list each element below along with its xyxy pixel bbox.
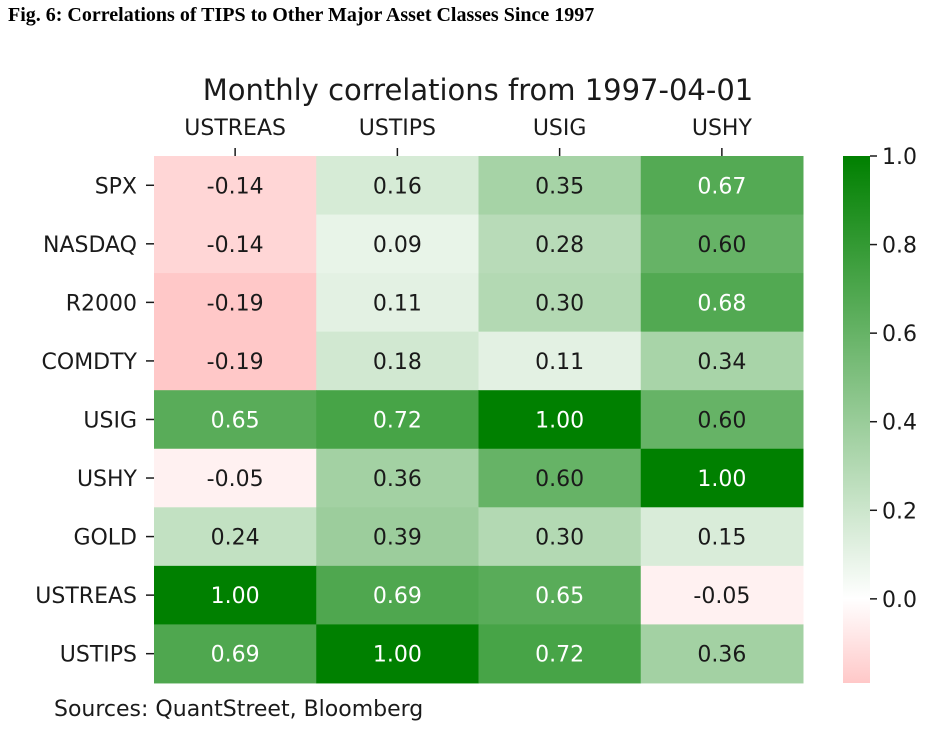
heatmap-cell [316, 156, 479, 216]
heatmap-cell [478, 156, 642, 216]
cell-value-label: -0.19 [207, 350, 264, 375]
colorbar-tick-label: 0.0 [882, 588, 917, 613]
heatmap-cell [478, 624, 642, 684]
cell-value-label: -0.14 [207, 233, 264, 258]
row-label: GOLD [73, 526, 137, 551]
cell-value-label: 0.18 [373, 350, 422, 375]
figure-title: Fig. 6: Correlations of TIPS to Other Ma… [8, 4, 595, 26]
cell-value-label: 1.00 [211, 584, 260, 609]
cell-value-label: 0.34 [697, 350, 746, 375]
colorbar-tick-label: 1.0 [882, 145, 917, 170]
colorbar-tick-label: 0.2 [882, 499, 917, 524]
cell-value-label: -0.19 [207, 291, 264, 316]
cell-value-label: 0.72 [373, 408, 422, 433]
cell-value-label: 0.60 [697, 233, 746, 258]
heatmap-cell [154, 565, 317, 625]
column-label: USTIPS [359, 116, 436, 141]
column-label: USTREAS [184, 116, 286, 141]
cell-value-label: 0.36 [373, 467, 422, 492]
heatmap-cell [640, 448, 804, 508]
cell-value-label: 0.30 [535, 526, 584, 551]
cell-value-label: 0.11 [373, 291, 422, 316]
heatmap-cell [154, 624, 317, 684]
heatmap-cell [154, 156, 317, 216]
colorbar-tick-label: 0.8 [882, 234, 917, 259]
source-note: Sources: QuantStreet, Bloomberg [54, 697, 424, 722]
heatmap-cell [478, 448, 642, 508]
heatmap-cell [316, 390, 479, 450]
heatmap-cell [316, 507, 479, 567]
cell-value-label: 0.39 [373, 526, 422, 551]
cell-value-label: 0.60 [697, 408, 746, 433]
row-label: COMDTY [42, 350, 138, 375]
column-label: USIG [533, 116, 587, 141]
column-label: USHY [692, 116, 753, 141]
cell-value-label: -0.05 [207, 467, 264, 492]
heatmap-cell [478, 507, 642, 567]
cell-value-label: 0.16 [373, 174, 422, 199]
heatmap-cell [478, 390, 642, 450]
cell-value-label: 0.69 [211, 643, 260, 668]
heatmap-cell [316, 331, 479, 391]
row-label: USTREAS [35, 584, 137, 609]
heatmap-cell [316, 214, 479, 274]
cell-value-label: 0.67 [697, 174, 746, 199]
cell-value-label: 1.00 [535, 408, 584, 433]
cell-value-label: 0.30 [535, 291, 584, 316]
row-label: USIG [83, 408, 137, 433]
cell-value-label: 0.09 [373, 233, 422, 258]
row-label: NASDAQ [43, 233, 137, 258]
cell-value-label: 0.65 [535, 584, 584, 609]
heatmap-cell [154, 448, 317, 508]
colorbar-tick-label: 0.4 [882, 411, 917, 436]
heatmap-cell [640, 156, 804, 216]
heatmap-cell [640, 624, 804, 684]
heatmap-cell [154, 507, 317, 567]
cell-value-label: 1.00 [373, 643, 422, 668]
cell-value-label: 0.28 [535, 233, 584, 258]
chart-title: Monthly correlations from 1997-04-01 [203, 73, 754, 107]
heatmap-cell [478, 565, 642, 625]
heatmap-cell [154, 214, 317, 274]
cell-value-label: -0.14 [207, 174, 264, 199]
heatmap-cell [478, 331, 642, 391]
heatmap-cell [316, 273, 479, 333]
heatmap-cell [640, 390, 804, 450]
heatmap-cell [640, 565, 804, 625]
cell-value-label: 0.72 [535, 643, 584, 668]
heatmap-cell [640, 273, 804, 333]
row-label: USTIPS [60, 643, 137, 668]
cell-value-label: 0.36 [697, 643, 746, 668]
heatmap-cell [316, 624, 479, 684]
row-label: USHY [77, 467, 138, 492]
heatmap-cell [316, 448, 479, 508]
cell-value-label: 0.35 [535, 174, 584, 199]
cell-value-label: 0.24 [211, 526, 260, 551]
colorbar-tick-label: 0.6 [882, 322, 917, 347]
cell-value-label: 0.65 [211, 408, 260, 433]
heatmap-cell [316, 565, 479, 625]
heatmap-cell [154, 331, 317, 391]
cell-value-label: 0.11 [535, 350, 584, 375]
colorbar [843, 156, 870, 683]
heatmap-cell [154, 273, 317, 333]
heatmap-cell [640, 214, 804, 274]
cell-value-label: 0.69 [373, 584, 422, 609]
cell-value-label: 1.00 [697, 467, 746, 492]
row-label: SPX [95, 174, 137, 199]
heatmap-cell [154, 390, 317, 450]
cell-value-label: 0.15 [697, 526, 746, 551]
heatmap-cell [478, 273, 642, 333]
cell-value-label: -0.05 [693, 584, 750, 609]
heatmap-cell [478, 214, 642, 274]
cell-value-label: 0.68 [697, 291, 746, 316]
heatmap-cell [640, 507, 804, 567]
heatmap-cell [640, 331, 804, 391]
row-label: R2000 [66, 291, 137, 316]
cell-value-label: 0.60 [535, 467, 584, 492]
